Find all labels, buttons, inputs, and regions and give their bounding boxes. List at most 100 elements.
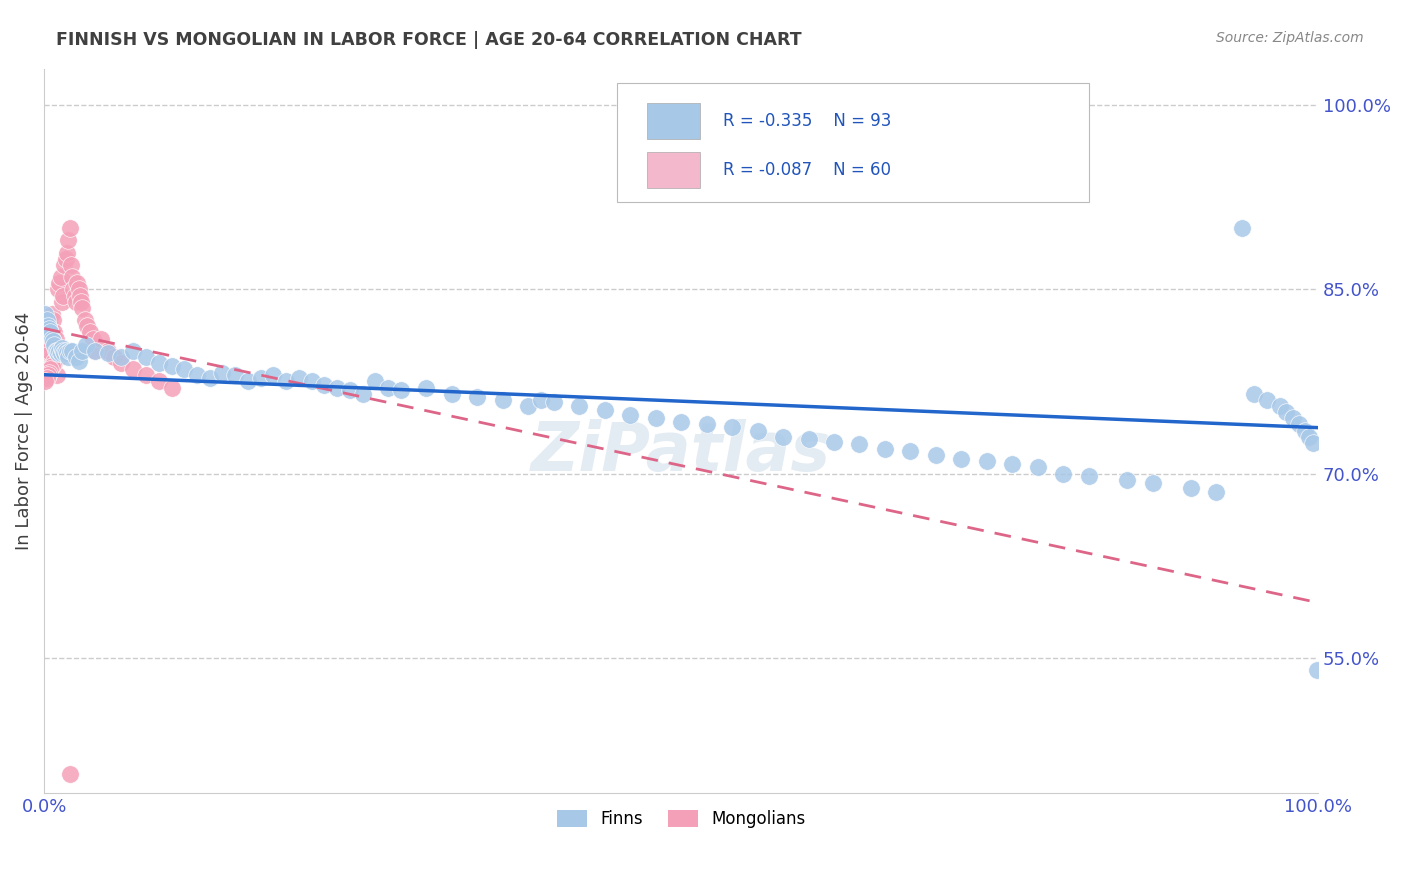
Point <box>288 371 311 385</box>
Point <box>46 346 69 360</box>
Text: R = -0.335    N = 93: R = -0.335 N = 93 <box>723 112 891 130</box>
Point <box>84 343 107 358</box>
Point <box>823 434 845 449</box>
Point <box>34 307 56 321</box>
Point <box>48 343 70 358</box>
Point <box>65 294 87 309</box>
Point <box>76 319 98 334</box>
Point <box>65 350 87 364</box>
Point <box>160 359 183 373</box>
Point <box>1275 405 1298 419</box>
Point <box>669 415 692 429</box>
Point <box>35 319 58 334</box>
Point <box>58 233 80 247</box>
Point <box>44 356 66 370</box>
Point <box>62 282 84 296</box>
Point <box>79 326 101 340</box>
Point <box>211 366 233 380</box>
Point <box>236 375 259 389</box>
Point <box>55 252 77 266</box>
Point <box>97 343 120 358</box>
Point <box>39 362 62 376</box>
Point <box>721 420 744 434</box>
Point <box>45 332 67 346</box>
Point <box>530 392 553 407</box>
Point <box>34 319 56 334</box>
Point <box>364 375 387 389</box>
FancyBboxPatch shape <box>647 103 700 139</box>
Point <box>41 359 63 373</box>
Point <box>37 368 59 383</box>
Point <box>543 395 565 409</box>
Point <box>198 371 221 385</box>
Point <box>976 454 998 468</box>
Point <box>42 313 65 327</box>
Point <box>797 432 820 446</box>
Point <box>69 288 91 302</box>
Point <box>56 245 79 260</box>
Point <box>352 386 374 401</box>
Point <box>41 332 63 346</box>
Point <box>593 402 616 417</box>
Point <box>1026 460 1049 475</box>
Point <box>37 332 59 346</box>
Point <box>110 356 132 370</box>
Y-axis label: In Labor Force | Age 20-64: In Labor Force | Age 20-64 <box>15 311 32 549</box>
FancyBboxPatch shape <box>617 83 1088 202</box>
Point <box>440 386 463 401</box>
Point <box>84 343 107 358</box>
Point <box>44 337 66 351</box>
Point <box>377 381 399 395</box>
Point <box>517 399 540 413</box>
Point <box>1268 399 1291 413</box>
Point <box>38 343 60 358</box>
Point <box>1001 457 1024 471</box>
Point <box>60 270 83 285</box>
Point <box>97 346 120 360</box>
Point <box>52 343 75 358</box>
Point <box>38 343 60 358</box>
Point <box>326 381 349 395</box>
Point <box>1205 485 1227 500</box>
Legend: Finns, Mongolians: Finns, Mongolians <box>550 804 813 835</box>
Point <box>122 343 145 358</box>
Point <box>70 294 93 309</box>
Point <box>35 371 58 385</box>
Point <box>148 356 170 370</box>
Text: ZiPatlas: ZiPatlas <box>531 419 831 485</box>
Point <box>148 375 170 389</box>
Point <box>1281 411 1303 425</box>
Point <box>110 350 132 364</box>
Point <box>58 343 80 358</box>
Point <box>49 270 72 285</box>
Point <box>58 767 80 781</box>
Point <box>1077 469 1099 483</box>
Point <box>48 277 70 291</box>
Point <box>34 375 56 389</box>
Point <box>568 399 591 413</box>
Point <box>465 391 488 405</box>
Point <box>66 277 89 291</box>
Point <box>389 383 412 397</box>
Point <box>48 350 70 364</box>
Point <box>41 307 63 321</box>
Point <box>45 343 67 358</box>
Point <box>59 258 82 272</box>
Point <box>53 346 76 360</box>
Point <box>35 326 58 340</box>
Point <box>38 322 60 336</box>
Point <box>873 442 896 456</box>
Text: R = -0.087    N = 60: R = -0.087 N = 60 <box>723 161 891 179</box>
Point <box>37 332 59 346</box>
Point <box>186 368 208 383</box>
Point <box>1052 467 1074 481</box>
Point <box>1256 392 1278 407</box>
Point <box>45 346 67 360</box>
Point <box>67 282 90 296</box>
Point <box>1243 386 1265 401</box>
Point <box>644 411 666 425</box>
Text: FINNISH VS MONGOLIAN IN LABOR FORCE | AGE 20-64 CORRELATION CHART: FINNISH VS MONGOLIAN IN LABOR FORCE | AG… <box>56 31 801 49</box>
Point <box>747 424 769 438</box>
Point <box>39 319 62 334</box>
Point <box>75 337 97 351</box>
